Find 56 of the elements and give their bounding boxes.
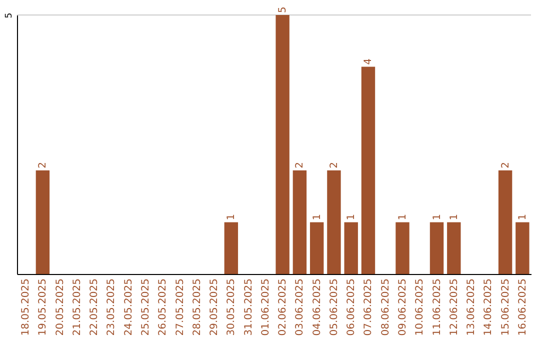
x-tick-label: 23.05.2025 (106, 278, 118, 336)
data-label: 2 (328, 162, 340, 168)
x-tick-label: 19.05.2025 (38, 278, 49, 336)
x-tick-label: 15.06.2025 (500, 278, 512, 336)
x-tick-label: 04.06.2025 (312, 278, 323, 336)
x-tick-label: 08.06.2025 (380, 278, 392, 336)
data-label: 1 (226, 214, 238, 220)
bar (516, 222, 530, 274)
data-label: 1 (517, 214, 528, 220)
x-tick-label: 24.05.2025 (123, 278, 134, 336)
data-label: 2 (294, 162, 306, 168)
bar (396, 222, 410, 274)
x-tick-label: 22.05.2025 (89, 278, 100, 336)
data-label: 4 (363, 58, 374, 65)
x-tick-label: 09.06.2025 (398, 278, 408, 336)
x-tick-label: 07.06.2025 (363, 278, 374, 336)
bar (224, 222, 238, 274)
data-label: 1 (448, 214, 460, 220)
x-tick-label: 30.05.2025 (226, 278, 238, 336)
x-tick-label: 18.05.2025 (20, 278, 32, 336)
x-tick-label: 16.06.2025 (517, 278, 528, 336)
bar (498, 170, 512, 274)
bar (447, 222, 461, 274)
x-tick-label: 21.05.2025 (72, 278, 83, 336)
x-tick-label: 28.05.2025 (192, 278, 203, 336)
bar (36, 170, 50, 274)
x-tick-label: 02.06.2025 (278, 278, 289, 336)
bar (327, 170, 341, 274)
x-tick-label: 01.06.2025 (260, 278, 272, 336)
data-label: 1 (346, 214, 358, 220)
x-tick-label: 25.05.2025 (140, 278, 152, 336)
x-tick-label: 26.05.2025 (158, 278, 169, 336)
x-tick-label: 06.06.2025 (346, 278, 358, 336)
data-label: 1 (398, 214, 408, 220)
data-label: 1 (312, 214, 323, 220)
x-tick-label: 14.06.2025 (483, 278, 494, 336)
data-label: 1 (432, 214, 443, 220)
x-tick-label: 27.05.2025 (174, 278, 186, 336)
x-tick-label: 03.06.2025 (294, 278, 306, 336)
data-label: 2 (38, 162, 49, 168)
x-tick-label: 31.05.2025 (243, 278, 254, 336)
bar (276, 15, 290, 274)
bar (310, 222, 324, 274)
bar (430, 222, 444, 274)
x-tick-label: 29.05.2025 (209, 278, 220, 336)
x-tick-label: 20.05.2025 (54, 278, 66, 336)
x-tick-label: 11.06.2025 (432, 278, 443, 336)
bar (344, 222, 358, 274)
x-tick-label: 05.06.2025 (328, 278, 340, 336)
bar (361, 66, 376, 274)
x-tick-label: 13.06.2025 (466, 278, 478, 336)
x-tick-label: 12.06.2025 (448, 278, 460, 336)
data-label: 2 (500, 162, 512, 168)
x-tick-label: 10.06.2025 (414, 278, 426, 336)
bar (292, 170, 307, 274)
data-label: 5 (278, 6, 289, 13)
